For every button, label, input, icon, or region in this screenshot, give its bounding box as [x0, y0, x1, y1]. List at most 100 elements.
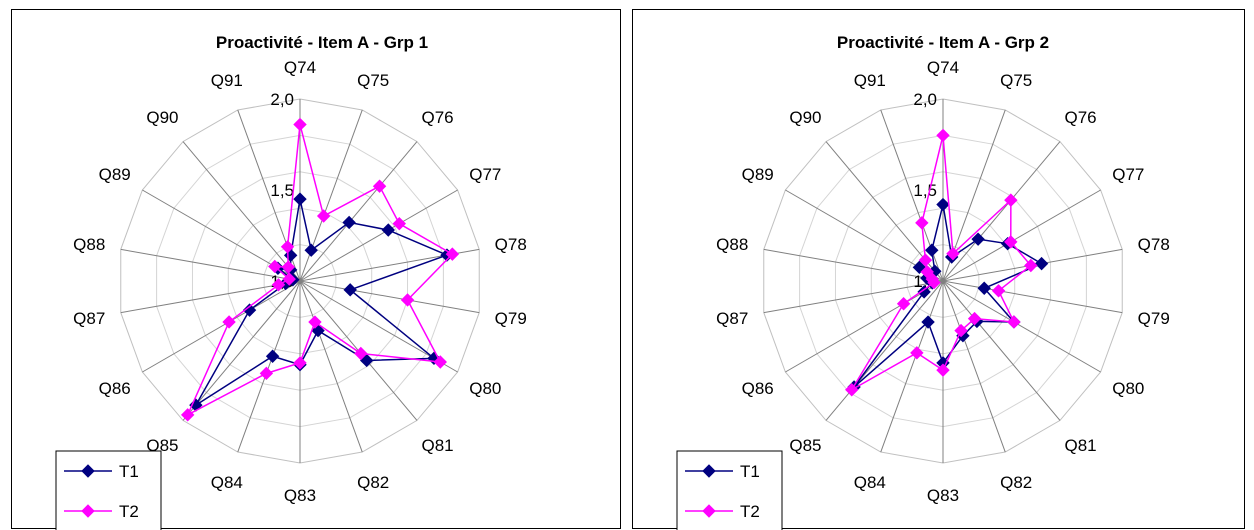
- axis-spoke: [763, 248, 944, 282]
- axis-spoke: [299, 109, 363, 282]
- series-t1: [189, 192, 454, 412]
- axis-spoke: [237, 280, 301, 453]
- legend-marker-t2: [702, 504, 716, 518]
- axis-spoke: [880, 280, 944, 453]
- axis-label-q74: Q74: [284, 58, 316, 77]
- chart-legend: T1 T2: [676, 450, 783, 530]
- axis-spoke: [785, 280, 944, 373]
- data-point-t2-q89: [268, 259, 282, 274]
- axis-spoke: [142, 280, 301, 373]
- tick-label: 2,0: [270, 90, 294, 109]
- data-point-t1-q76: [342, 215, 356, 230]
- axis-label-q76: Q76: [421, 108, 453, 127]
- legend-box: [676, 450, 783, 530]
- data-point-t2-q90: [918, 253, 933, 267]
- data-point-t2-q91: [280, 240, 295, 254]
- axis-spoke: [299, 141, 418, 282]
- chart-title: Proactivité - Item A - Grp 1: [216, 33, 428, 52]
- axis-spoke: [825, 280, 944, 421]
- axis-label-q90: Q90: [146, 108, 178, 127]
- data-point-t2-q80: [433, 355, 447, 369]
- axis-label-q84: Q84: [854, 473, 886, 492]
- legend-marker-t2: [81, 504, 95, 518]
- series-t2: [845, 128, 1038, 397]
- axis-label-q83: Q83: [284, 486, 316, 505]
- data-point-t2-q82: [308, 315, 322, 329]
- legend-marker-t1: [81, 464, 95, 478]
- data-point-t1-q78: [1034, 256, 1049, 271]
- data-point-t2-q74: [936, 128, 950, 143]
- data-point-t2-q86: [896, 297, 911, 311]
- axis-label-q80: Q80: [469, 379, 501, 398]
- axis-label-q86: Q86: [742, 379, 774, 398]
- series-t2: [180, 117, 460, 422]
- axis-spoke: [299, 280, 480, 314]
- axis-label-q87: Q87: [716, 309, 748, 328]
- legend-label-t1: T1: [119, 462, 139, 481]
- data-point-t2-q76: [372, 179, 387, 193]
- axis-spoke: [942, 141, 1061, 282]
- data-point-t2-q78: [1024, 258, 1038, 273]
- data-point-t2-q91: [915, 216, 929, 230]
- data-point-t2-q89: [920, 265, 934, 279]
- chart-legend: T1 T2: [55, 450, 162, 530]
- series-t1: [847, 197, 1049, 394]
- data-point-t1-q81: [359, 353, 374, 368]
- data-point-t1-q75: [304, 243, 318, 257]
- data-point-t1-q84: [921, 315, 935, 329]
- axis-spoke: [120, 248, 301, 282]
- data-point-t2-q86: [222, 315, 236, 329]
- axis-label-q85: Q85: [146, 436, 178, 455]
- axis-label-q81: Q81: [421, 436, 453, 455]
- axis-spoke: [942, 280, 1123, 314]
- axis-label-q77: Q77: [469, 165, 501, 184]
- data-point-t2-q82: [954, 323, 968, 338]
- data-point-t2-q74: [293, 117, 307, 132]
- axis-spoke: [942, 189, 1101, 282]
- data-point-t2-q85: [845, 383, 859, 397]
- data-point-t1-q79: [343, 283, 357, 297]
- data-point-t2-q81: [967, 311, 982, 326]
- data-point-t2-q87: [271, 278, 286, 292]
- axis-label-q78: Q78: [495, 235, 527, 254]
- axis-label-q84: Q84: [211, 473, 243, 492]
- chart-panel-grp2: Proactivité - Item A - Grp 2 Q74 Q75 Q76 Q77…: [632, 9, 1245, 530]
- tick-label: 1,5: [913, 181, 937, 200]
- legend-label-t1: T1: [740, 462, 760, 481]
- axis-spoke: [942, 280, 1061, 421]
- data-point-t2-q79: [991, 284, 1006, 298]
- legend-box: [55, 450, 162, 530]
- data-point-t2-q85: [180, 408, 195, 422]
- axis-label-q82: Q82: [357, 473, 389, 492]
- data-point-t1-q86: [917, 285, 931, 299]
- data-point-t1-q79: [977, 281, 991, 295]
- data-point-t1-q91: [925, 243, 939, 257]
- axis-label-q89: Q89: [742, 165, 774, 184]
- data-point-t1-q74: [293, 192, 307, 206]
- data-point-t1-q76: [971, 232, 985, 246]
- data-point-t2-q84: [910, 346, 924, 360]
- axis-label-q79: Q79: [495, 309, 527, 328]
- data-point-t2-q78: [445, 247, 460, 261]
- axis-label-q78: Q78: [1138, 235, 1170, 254]
- axis-spoke: [942, 280, 1006, 453]
- axis-spoke: [299, 280, 363, 453]
- data-point-t2-q77: [392, 216, 407, 231]
- data-point-t2-q76: [1004, 193, 1018, 207]
- legend-marker-t1: [702, 464, 716, 478]
- data-point-t1-q86: [242, 303, 257, 317]
- axis-label-q91: Q91: [211, 71, 243, 90]
- axis-label-q75: Q75: [357, 71, 389, 90]
- radar-chart-grp2: Proactivité - Item A - Grp 2 Q74 Q75 Q76 Q77…: [676, 33, 1170, 530]
- chart-panel-grp1: Proactivité - Item A - Grp 1 Q74 Q75 Q76 Q77…: [11, 9, 621, 530]
- data-point-t2-q90: [281, 260, 296, 274]
- axis-spoke: [942, 280, 1101, 373]
- axis-label-q86: Q86: [99, 379, 131, 398]
- data-point-t2-q83: [293, 356, 307, 370]
- axis-label-q83: Q83: [927, 486, 959, 505]
- axis-label-q89: Q89: [99, 165, 131, 184]
- data-point-t2-q88: [282, 272, 296, 286]
- axis-label-q88: Q88: [73, 235, 105, 254]
- data-point-t2-q77: [1004, 235, 1018, 249]
- axis-label-q85: Q85: [789, 436, 821, 455]
